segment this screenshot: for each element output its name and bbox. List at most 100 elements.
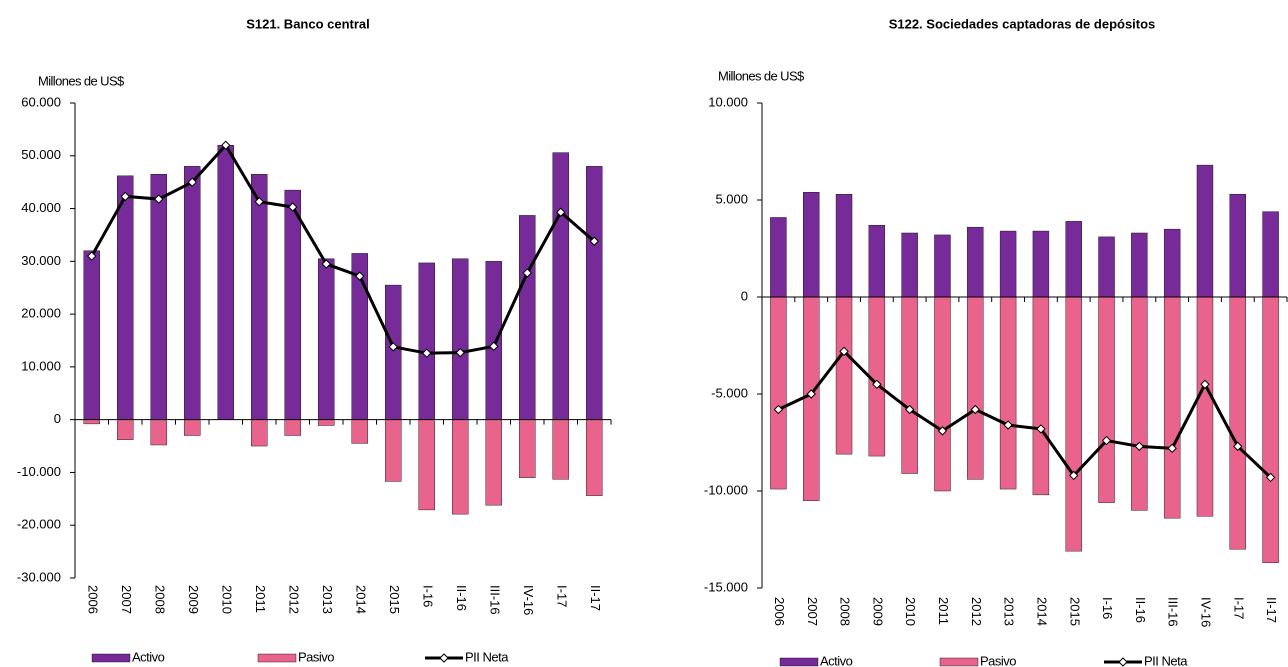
x-tick-label: 2006 [85, 585, 100, 614]
line [777, 349, 1272, 479]
line-marker [806, 389, 816, 399]
line-marker [154, 194, 164, 204]
bar [284, 419, 301, 436]
legend-swatch [779, 657, 819, 667]
line-marker [556, 207, 566, 217]
line-marker [839, 346, 849, 357]
line-marker [1036, 424, 1046, 434]
line-marker [904, 404, 915, 415]
x-tick-label: I-17 [554, 585, 569, 607]
x-tick-label: 2013 [320, 585, 335, 614]
bar [868, 225, 886, 298]
bar [835, 193, 853, 298]
bar [251, 174, 268, 420]
bar [117, 175, 134, 420]
bar [1131, 296, 1148, 511]
bar [934, 234, 951, 298]
y-tick-label: 5.000 [715, 191, 748, 206]
bar [552, 152, 569, 420]
bar [1065, 221, 1082, 298]
x-tick-label: II-16 [454, 585, 469, 611]
x-tick-label: 2015 [1067, 597, 1082, 626]
line-marker [489, 341, 499, 352]
legend-marker [439, 653, 449, 663]
line-marker [1101, 435, 1112, 446]
y-tick-label: -15.000 [704, 579, 748, 594]
x-tick-label: III-16 [487, 585, 502, 615]
x-tick-label: 2009 [870, 597, 885, 626]
x-tick-label: II-16 [1133, 597, 1148, 623]
x-tick-label: 2007 [119, 585, 134, 614]
x-tick-label: 2007 [805, 597, 820, 626]
bar [217, 145, 234, 420]
y-tick-label: -20.000 [17, 517, 61, 532]
bar [251, 419, 268, 447]
bar [967, 296, 984, 480]
bar [452, 258, 469, 420]
bar [117, 419, 134, 440]
line-marker [87, 251, 97, 261]
x-tick-label: 2010 [903, 597, 918, 626]
x-tick-label: 2013 [1002, 597, 1017, 626]
line-marker [187, 177, 197, 187]
bar [83, 250, 100, 420]
x-tick-label: I-17 [1231, 597, 1246, 619]
line-marker [1134, 441, 1145, 452]
bar [1229, 296, 1246, 550]
x-tick-label: 2012 [969, 597, 984, 626]
line-marker [355, 271, 365, 281]
bar [868, 296, 886, 457]
line-marker [388, 342, 398, 352]
legend-label: Pasivo [980, 653, 1016, 667]
line-marker [1003, 420, 1013, 430]
bar [418, 262, 435, 420]
x-tick-label: I-16 [1100, 597, 1115, 619]
line-marker [221, 140, 231, 150]
y-tick-label: 10.000 [708, 94, 748, 109]
x-tick-label: 2015 [387, 585, 402, 614]
line-marker [455, 347, 465, 358]
x-tick-label: 2012 [286, 585, 301, 614]
line-marker [1167, 443, 1177, 454]
bar [1098, 296, 1115, 503]
chart-title: S122. Sociedades captadoras de depósitos [889, 16, 1156, 31]
x-tick-label: 2006 [772, 597, 787, 626]
bar [901, 232, 918, 298]
line-marker [872, 379, 882, 390]
line-marker [120, 191, 130, 202]
y-tick-label: -5.000 [711, 385, 748, 400]
x-tick-label: 2011 [253, 585, 268, 613]
y-tick-label: 20.000 [21, 306, 61, 321]
y-tick-label: -10.000 [704, 482, 748, 497]
bar [1196, 164, 1214, 298]
legend-label: PII Neta [1144, 653, 1188, 667]
y-tick-label: -30.000 [17, 569, 61, 584]
bar [901, 296, 918, 474]
line-marker [321, 259, 331, 269]
bar [552, 419, 569, 480]
x-tick-label: 2011 [936, 597, 951, 625]
legend-label: Pasivo [298, 649, 334, 664]
y-tick-label: 0 [741, 288, 748, 303]
bar [385, 284, 402, 420]
bar [452, 419, 469, 515]
legend-label: Activo [820, 653, 853, 667]
bar [586, 166, 603, 420]
bar [1196, 296, 1214, 517]
bar [519, 215, 536, 420]
bar [586, 419, 603, 496]
legend-marker [1118, 657, 1128, 667]
legend-swatch [257, 653, 297, 663]
bar [485, 419, 502, 506]
legend-swatch [939, 657, 979, 667]
line-marker [522, 268, 532, 278]
bar [284, 189, 301, 420]
line-marker [1200, 379, 1210, 390]
bar [519, 419, 536, 478]
bar [351, 419, 368, 444]
y-axis-label: Millones de US$ [718, 68, 805, 83]
bar [835, 296, 853, 455]
y-tick-label: 0 [54, 411, 61, 426]
bar [999, 296, 1017, 490]
x-tick-label: 2014 [1034, 597, 1049, 626]
